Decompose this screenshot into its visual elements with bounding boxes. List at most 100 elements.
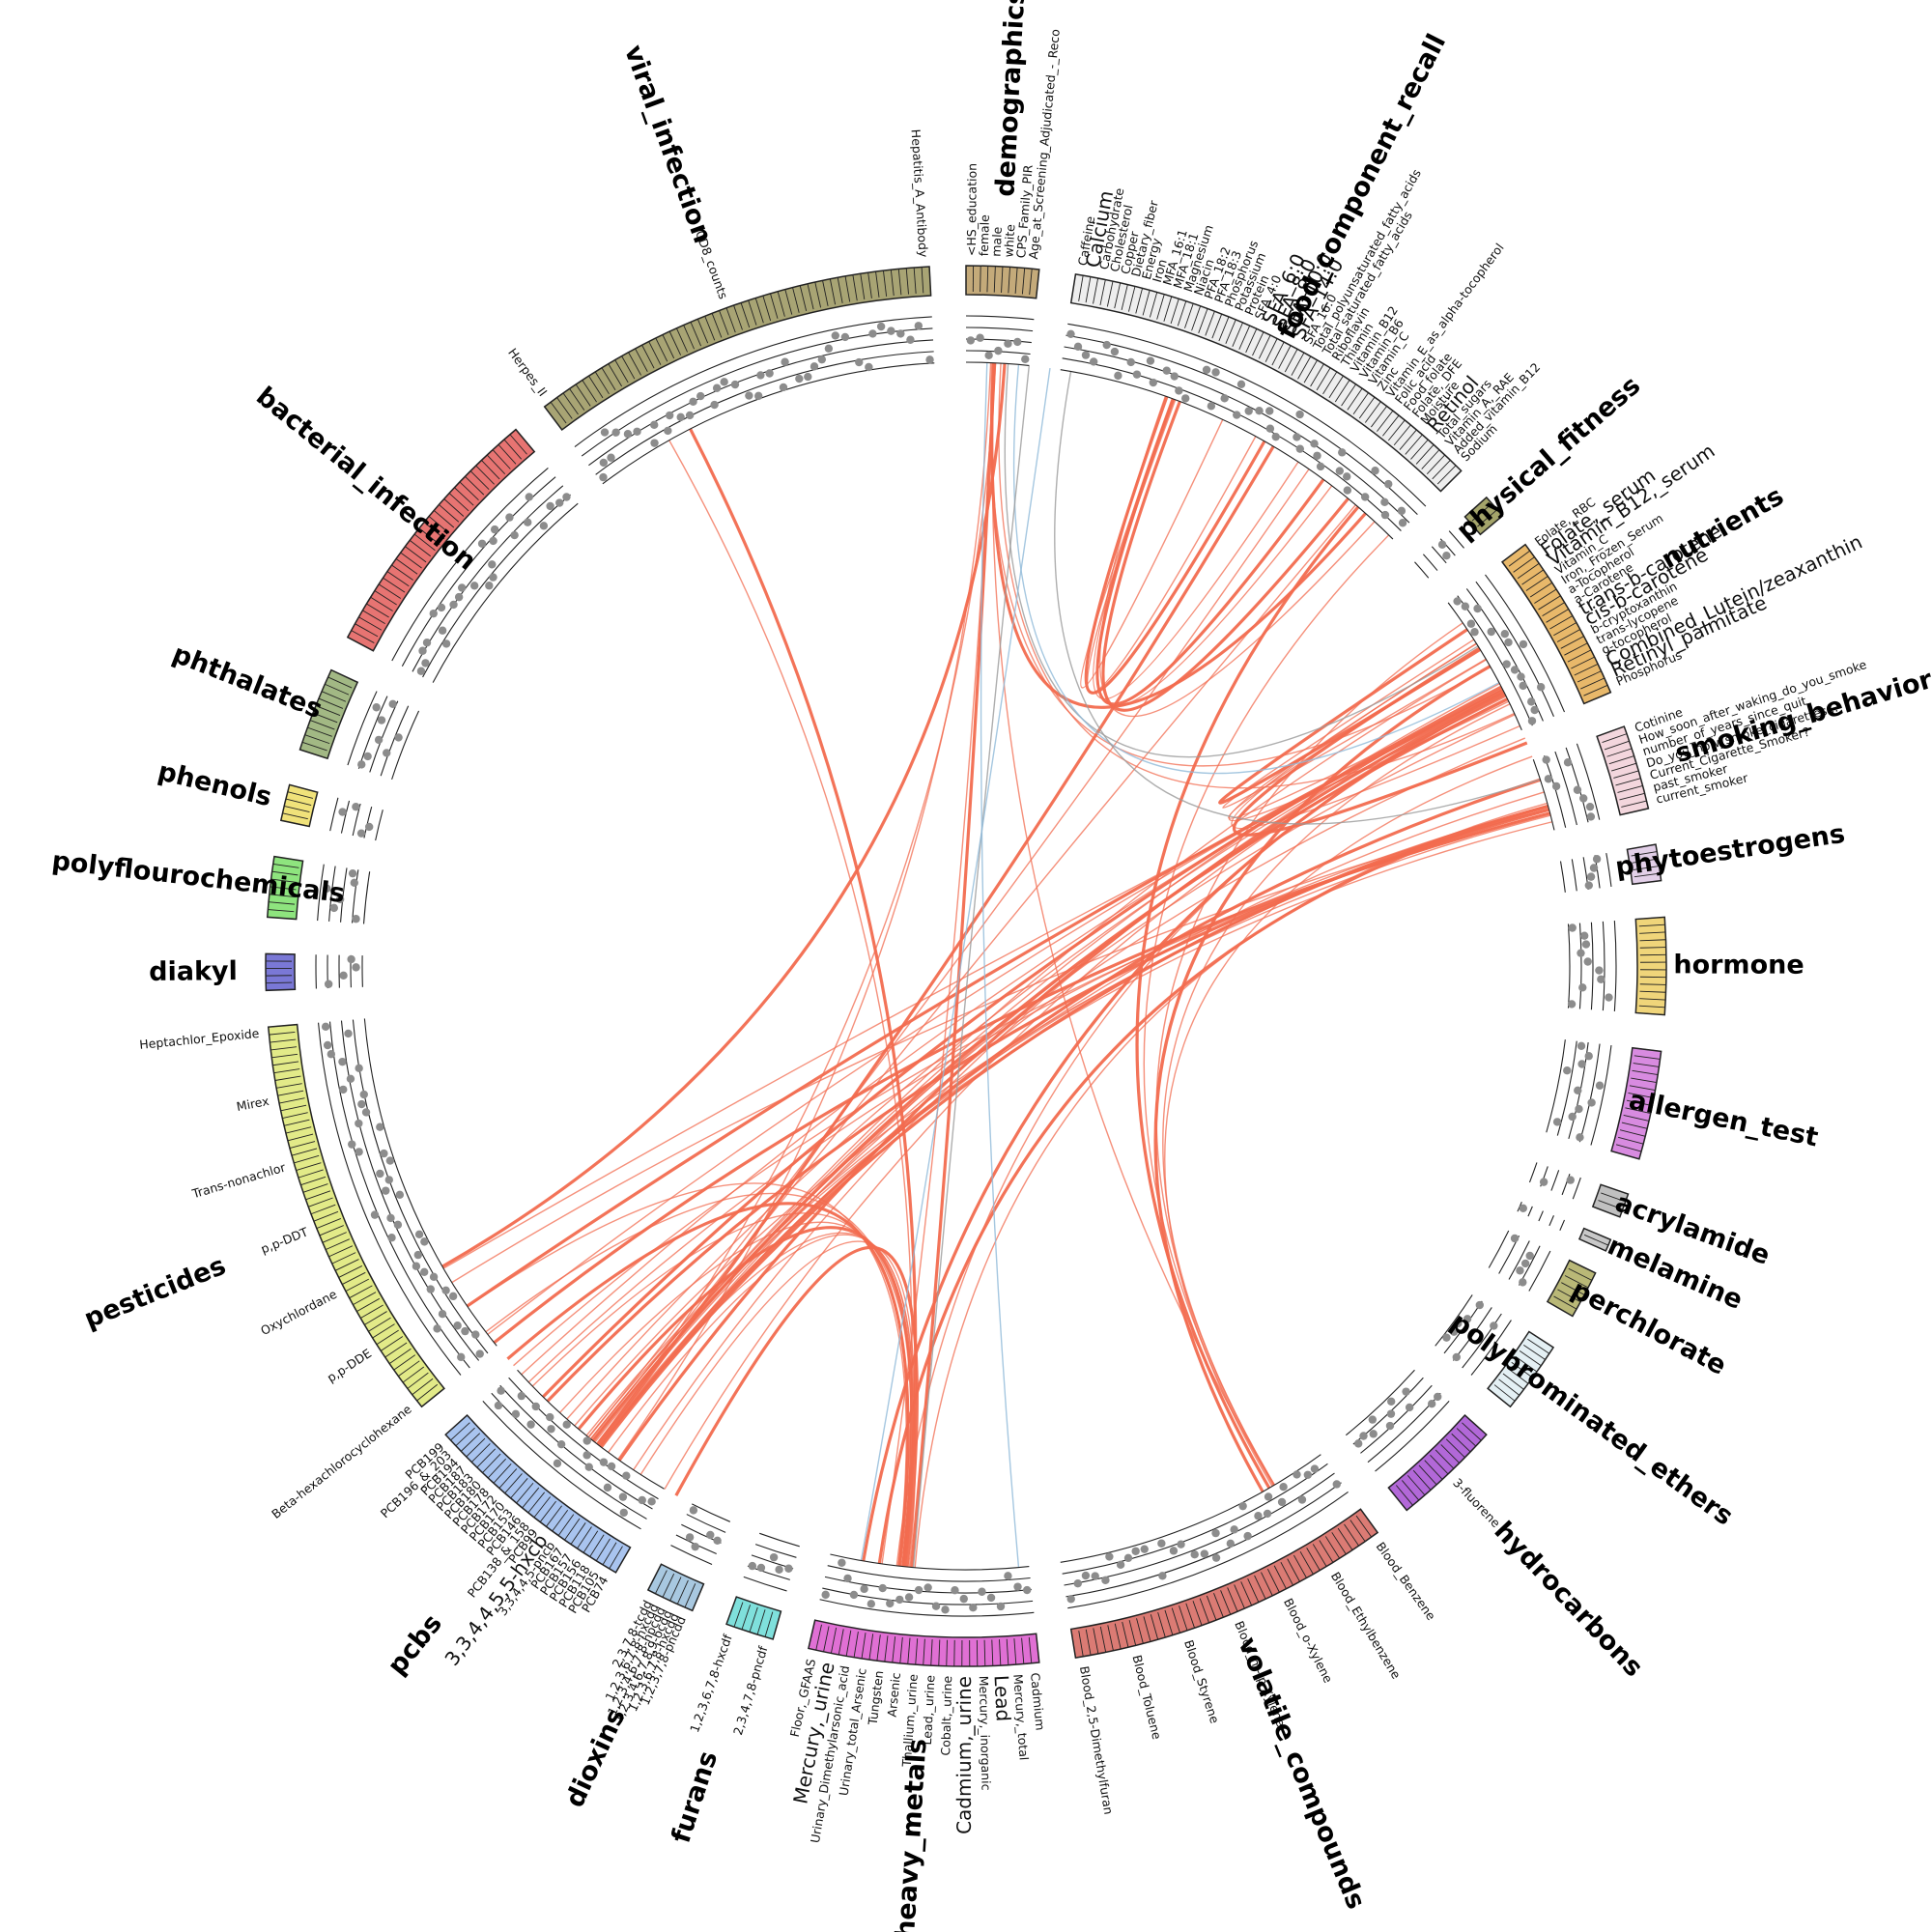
scatter-dot — [348, 868, 357, 878]
scatter-dot — [710, 400, 719, 410]
category-bar — [346, 428, 536, 652]
scatter-dot — [1516, 1266, 1524, 1275]
scatter-dot — [1073, 1578, 1082, 1588]
scatter-dot — [355, 1064, 363, 1073]
scatter-dot — [395, 1190, 405, 1200]
scatter-dot — [347, 954, 355, 964]
scatter-dot — [1313, 451, 1321, 460]
track-volatile_compounds — [1060, 1454, 1379, 1659]
scatter-dot — [1190, 1549, 1199, 1559]
correlation-link — [466, 689, 1504, 1308]
track-smoking_behavior — [1532, 725, 1650, 831]
scatter-dot — [1584, 1052, 1593, 1061]
category-name: phytoestrogens — [1613, 819, 1847, 883]
scatter-dot — [756, 371, 765, 380]
scatter-dot — [344, 1029, 353, 1038]
track-pesticides — [267, 1018, 497, 1408]
scatter-dot — [556, 1439, 566, 1449]
category-bar — [543, 266, 932, 431]
scatter-dot — [600, 428, 610, 437]
variable-label: 1,2,3,6,7,8-hxcdf — [687, 1632, 735, 1734]
variable-label: Hepatitis_A_Antibody — [909, 128, 931, 258]
scatter-dot — [1265, 407, 1274, 415]
scatter-dot — [1293, 433, 1301, 441]
scatter-dot — [1595, 966, 1604, 975]
correlation-link — [585, 808, 1549, 1436]
correlation-link — [597, 791, 1545, 1445]
scatter-dot — [1369, 1430, 1378, 1438]
scatter-dot — [562, 493, 571, 501]
scatter-dot — [1102, 340, 1111, 350]
scatter-dot — [1466, 619, 1476, 628]
scatter-dot — [454, 592, 464, 602]
scatter-dot — [1140, 1545, 1149, 1553]
variable-label: Blood_Ethylbenzene — [1328, 1570, 1404, 1682]
variable-label: Heptachlor_Epoxide — [139, 1026, 261, 1052]
scatter-dot — [966, 336, 976, 345]
scatter-dot — [1567, 1000, 1577, 1009]
correlation-link — [633, 688, 1503, 1471]
scatter-dot — [488, 560, 497, 569]
scatter-dot — [1525, 1251, 1534, 1261]
scatter-dot — [1504, 638, 1513, 647]
scatter-dot — [553, 1459, 562, 1468]
track-diakyl — [265, 952, 363, 992]
scatter-dot — [1169, 1547, 1179, 1555]
scatter-dot — [1089, 357, 1098, 366]
correlation-link — [1101, 400, 1350, 712]
correlation-link — [1087, 399, 1257, 694]
scatter-dot — [1475, 1300, 1484, 1310]
scatter-dot — [1380, 510, 1390, 520]
category-bar — [267, 1023, 445, 1408]
scatter-dot — [895, 1595, 904, 1605]
scatter-dot — [896, 329, 905, 338]
correlation-link — [467, 1182, 907, 1567]
scatter-dot — [1279, 1483, 1288, 1492]
scatter-dot — [327, 1050, 336, 1059]
category-name: nutrients — [1657, 481, 1789, 575]
scatter-dot — [607, 453, 615, 462]
scatter-dot — [418, 646, 427, 655]
scatter-dot — [386, 1213, 395, 1223]
scatter-dot — [1454, 1319, 1463, 1328]
scatter-dot — [1519, 639, 1528, 649]
scatter-dot — [438, 1310, 447, 1319]
scatter-dot — [546, 1412, 554, 1422]
scatter-dot — [1013, 1582, 1022, 1591]
scatter-dot — [969, 1604, 978, 1612]
category-bar — [965, 265, 1040, 299]
scatter-dot — [510, 530, 519, 540]
scatter-dot — [1158, 1572, 1167, 1580]
scatter-dot — [1293, 1470, 1301, 1479]
scatter-dot — [471, 1330, 480, 1339]
scatter-dot — [994, 346, 1003, 355]
scatter-dot — [1238, 1501, 1247, 1511]
scatter-dot — [676, 412, 685, 422]
correlation-link — [1012, 364, 1500, 775]
scatter-dot — [469, 582, 479, 590]
scatter-dot — [1123, 1553, 1133, 1563]
track-heavy_metals — [808, 1553, 1040, 1667]
scatter-dot — [477, 539, 487, 548]
scatter-dot — [380, 1149, 388, 1158]
scatter-dot — [1021, 355, 1030, 364]
scatter-dot — [414, 1230, 424, 1239]
scatter-dot — [1592, 855, 1602, 864]
variable-label: p,p-DDT — [259, 1224, 310, 1256]
category-name: phenols — [155, 756, 274, 812]
scatter-dot — [355, 1148, 363, 1156]
scatter-dot — [1519, 1204, 1528, 1213]
scatter-dot — [1116, 1560, 1125, 1570]
scatter-dot — [1110, 347, 1120, 356]
scatter-dot — [959, 1594, 968, 1604]
scatter-dot — [489, 573, 497, 582]
scatter-dot — [357, 1099, 366, 1109]
scatter-dot — [906, 335, 915, 344]
correlation-link — [594, 737, 1526, 1443]
scatter-dot — [1487, 627, 1495, 637]
scatter-dot — [756, 1563, 766, 1573]
scatter-dot — [494, 1401, 503, 1410]
correlation-link — [493, 811, 1551, 1345]
scatter-dot — [1236, 380, 1246, 389]
